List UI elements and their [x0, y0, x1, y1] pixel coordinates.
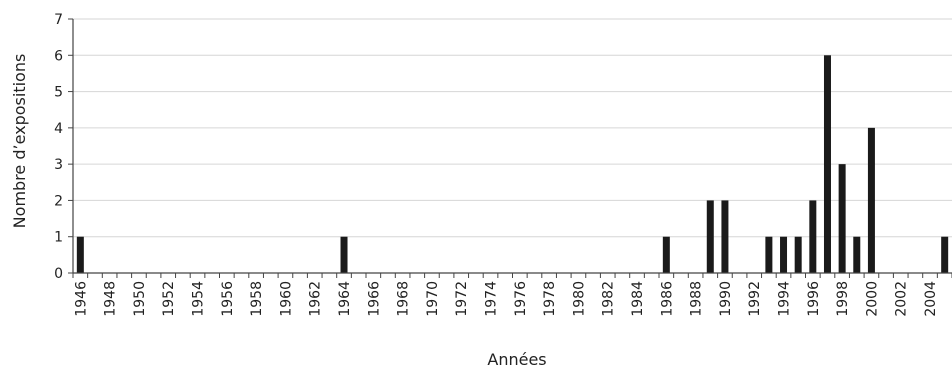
x-tick-label-1972: 1972: [454, 281, 470, 317]
y-tick-label: 0: [54, 266, 63, 282]
y-tick-label: 5: [54, 85, 63, 101]
bar-1998: [838, 164, 846, 273]
x-tick-label-1952: 1952: [161, 281, 177, 317]
x-tick-label-1956: 1956: [220, 281, 236, 317]
bar-1993: [765, 236, 773, 273]
bar-1989: [706, 200, 714, 273]
x-tick-label-1974: 1974: [484, 281, 500, 317]
bar-1995: [794, 236, 802, 273]
x-tick-label-1990: 1990: [718, 281, 734, 317]
x-tick-label-1966: 1966: [366, 281, 382, 317]
x-tick-label-1998: 1998: [835, 281, 851, 317]
x-tick-label-1968: 1968: [396, 281, 412, 317]
x-axis-title: Années: [487, 350, 546, 369]
x-tick-label-2002: 2002: [894, 281, 910, 317]
x-tick-label-2004: 2004: [923, 281, 939, 317]
x-tick-label-1988: 1988: [689, 281, 705, 317]
x-tick-label-1976: 1976: [513, 281, 529, 317]
y-tick-label: 2: [54, 193, 63, 209]
bar-1964: [340, 236, 348, 273]
x-tick-label-1996: 1996: [806, 281, 822, 317]
y-tick-label: 6: [54, 48, 63, 64]
bar-1990: [721, 200, 729, 273]
gridlines: [73, 18, 952, 238]
bar-1999: [853, 236, 861, 273]
bar-1997: [823, 55, 831, 273]
y-axis-title: Nombre d’expositions: [10, 54, 29, 229]
x-tick-label-1946: 1946: [73, 281, 89, 317]
x-tick-label-1978: 1978: [542, 281, 558, 317]
x-tick-label-1986: 1986: [659, 281, 675, 317]
x-tick-label-1964: 1964: [337, 281, 353, 317]
x-tick-label-1994: 1994: [777, 281, 793, 317]
axes: [68, 18, 952, 278]
y-tick-label: 1: [54, 230, 63, 246]
x-tick-label-1982: 1982: [601, 281, 617, 317]
x-tick-label-1950: 1950: [132, 281, 148, 317]
x-tick-label-1954: 1954: [191, 281, 207, 317]
bar-1996: [809, 200, 817, 273]
y-tick-label: 7: [54, 12, 63, 28]
bar-1994: [780, 236, 788, 273]
x-tick-label-1958: 1958: [249, 281, 265, 317]
bar-2000: [867, 127, 875, 273]
x-tick-label-1992: 1992: [747, 281, 763, 317]
x-tick-label-1984: 1984: [630, 281, 646, 317]
x-tick-label-1960: 1960: [278, 281, 294, 317]
bar-1946: [76, 236, 84, 273]
y-tick-label: 3: [54, 157, 63, 173]
bar-2005: [941, 236, 949, 273]
x-tick-label-1948: 1948: [103, 281, 119, 317]
y-tick-label: 4: [54, 121, 63, 137]
bars: [76, 55, 949, 273]
x-tick-label-2000: 2000: [864, 281, 880, 317]
bar-1986: [662, 236, 670, 273]
x-tick-label-1962: 1962: [308, 281, 324, 317]
x-tick-label-1970: 1970: [425, 281, 441, 317]
x-tick-labels: 1946 1948 1950 1952 1954 1956 1958 1960 1962 1964…: [73, 281, 939, 317]
x-tick-label-1980: 1980: [571, 281, 587, 317]
y-tick-labels: 0 1 2 3 4 5 6 7: [54, 12, 63, 282]
